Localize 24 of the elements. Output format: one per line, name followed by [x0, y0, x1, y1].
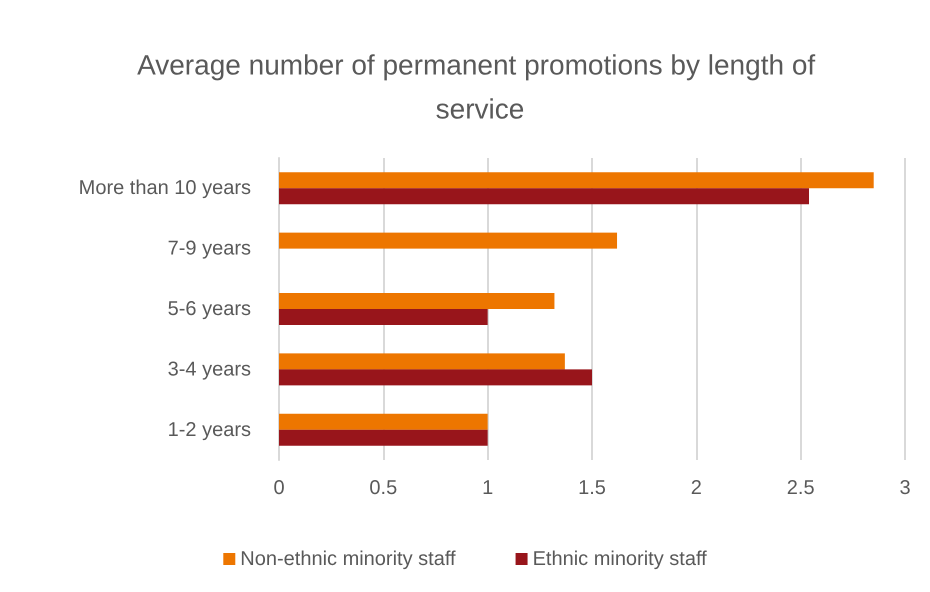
bar: [279, 293, 554, 309]
y-tick-label: More than 10 years: [78, 177, 251, 200]
x-tick-label: 0: [273, 477, 285, 499]
x-tick-label: 2.5: [786, 477, 815, 499]
bar: [279, 414, 488, 430]
y-tick-label: 5-6 years: [168, 298, 251, 320]
x-tick-label: 1: [482, 477, 494, 499]
bar: [279, 430, 488, 446]
x-tick-label: 1.5: [578, 477, 606, 499]
chart-title: Average number of permanent promotions by length of service: [137, 50, 823, 124]
bar: [279, 369, 592, 386]
y-tick-label: 7-9 years: [168, 238, 251, 260]
x-tick-label: 3: [899, 477, 911, 499]
x-tick-label: 0.5: [369, 477, 398, 499]
x-tick-label: 2: [690, 477, 702, 499]
bar: [279, 172, 874, 188]
y-tick-label: 3-4 years: [168, 358, 251, 380]
legend-label: Ethnic minority staff: [532, 548, 708, 570]
bar: [279, 353, 565, 370]
bar: [279, 188, 810, 204]
legend-label: Non-ethnic minority staff: [240, 548, 456, 570]
bar: [279, 232, 618, 249]
bar: [279, 309, 488, 325]
y-tick-label: 1-2 years: [168, 418, 251, 441]
